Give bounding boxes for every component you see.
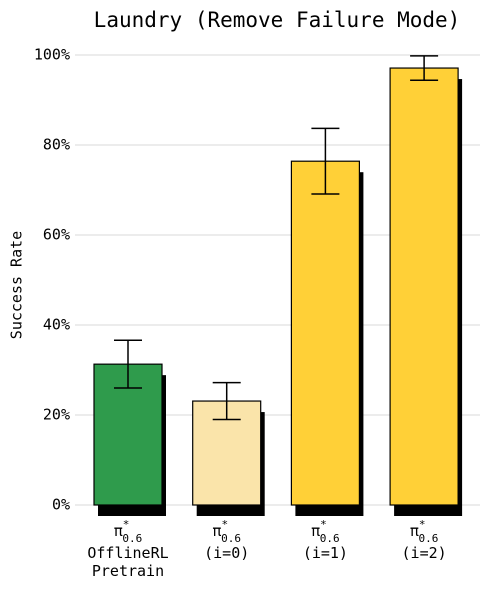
bar <box>389 67 459 506</box>
policy-sup: * <box>419 518 426 531</box>
policy-sub: 0.6 <box>221 532 241 545</box>
error-bar <box>311 127 340 195</box>
policy-sup: * <box>221 518 228 531</box>
policy-sub: 0.6 <box>320 532 340 545</box>
policy-symbol: π <box>410 522 419 540</box>
x-tick-label: π* 0.6 <box>114 518 143 545</box>
y-tick-label: 60% <box>43 226 70 244</box>
x-tick-label-line: (i=2) <box>402 544 447 562</box>
policy-sub: 0.6 <box>122 532 142 545</box>
error-bar <box>212 381 241 421</box>
x-tick-label: π* 0.6 <box>311 518 340 545</box>
x-tick-label-line: OfflineRL <box>87 544 168 562</box>
error-bar <box>410 55 439 81</box>
y-axis-label: Success Rate <box>8 231 26 339</box>
policy-sub: 0.6 <box>418 532 438 545</box>
x-tick-label-line: Pretrain <box>92 562 164 580</box>
x-tick-label-line: (i=0) <box>204 544 249 562</box>
y-tick-label: 80% <box>43 136 70 154</box>
y-tick-label: 0% <box>52 496 70 514</box>
y-tick-label: 100% <box>34 46 70 64</box>
bar <box>290 160 360 506</box>
policy-symbol: π <box>311 522 320 540</box>
policy-symbol: π <box>212 522 221 540</box>
policy-sup: * <box>320 518 327 531</box>
y-tick-label: 40% <box>43 316 70 334</box>
x-tick-label: π* 0.6 <box>410 518 439 545</box>
error-bar <box>114 339 142 389</box>
x-tick-label: π* 0.6 <box>212 518 241 545</box>
policy-sup: * <box>123 518 130 531</box>
chart-title: Laundry (Remove Failure Mode) <box>94 8 461 32</box>
y-tick-label: 20% <box>43 406 70 424</box>
policy-symbol: π <box>114 522 123 540</box>
x-tick-label-line: (i=1) <box>303 544 348 562</box>
